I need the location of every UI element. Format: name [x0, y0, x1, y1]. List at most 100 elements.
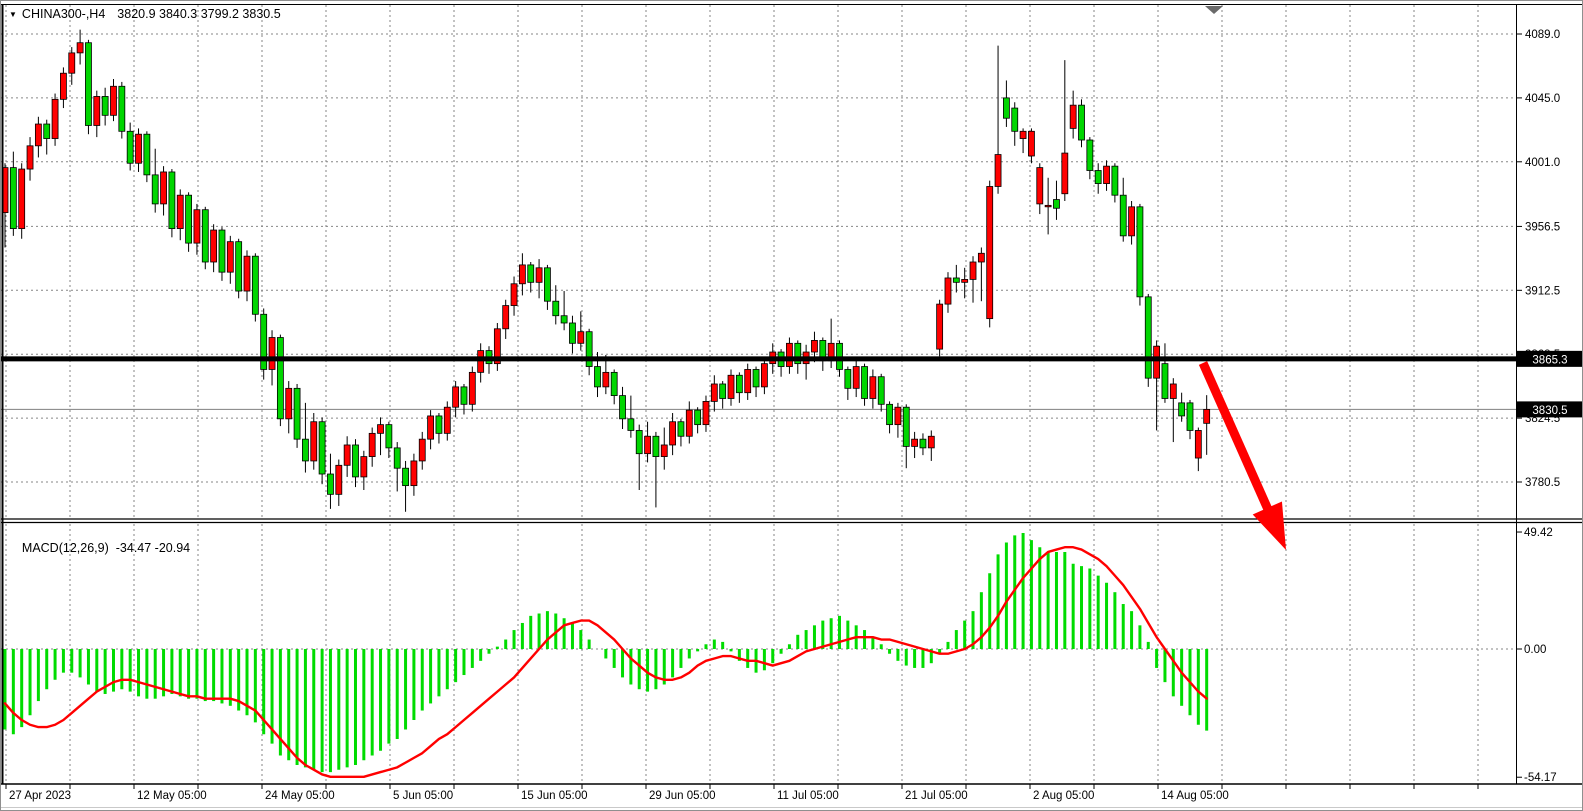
candle-body: [794, 342, 802, 365]
candle-body: [477, 350, 485, 373]
candle-body: [1069, 104, 1077, 129]
candle-body: [1094, 170, 1102, 184]
candle-body: [468, 371, 476, 405]
macd-indicator-values: -34.47 -20.94: [115, 541, 191, 555]
candle-body: [535, 267, 543, 283]
candle-body: [1169, 383, 1177, 399]
candle-body: [151, 174, 159, 205]
candle-body: [544, 267, 551, 302]
candle-body: [994, 154, 1002, 187]
time-axis-label: 14 Aug 05:00: [1161, 790, 1229, 802]
candle-body: [168, 171, 176, 229]
time-axis-label: 11 Jul 05:00: [777, 790, 839, 802]
candle-body: [1144, 296, 1152, 379]
candle-body: [385, 424, 393, 449]
candle-body: [677, 421, 685, 437]
candle-body: [752, 369, 760, 388]
candle-body: [510, 283, 518, 306]
candle-body: [961, 279, 969, 283]
candle-body: [218, 229, 226, 273]
candle-body: [602, 371, 610, 388]
candle-body: [635, 430, 643, 455]
candle-body: [1086, 139, 1094, 171]
candle-body: [1019, 130, 1027, 139]
candle-body: [1161, 363, 1169, 399]
candle-body: [110, 85, 117, 116]
candle-body: [343, 444, 351, 466]
candle-body: [26, 145, 34, 170]
candle-body: [911, 438, 919, 447]
candle-body: [1194, 430, 1202, 459]
time-scale-area[interactable]: [1, 784, 1582, 810]
candle-body: [368, 432, 376, 457]
macd-axis-label: 0.00: [1524, 644, 1546, 656]
candle-body: [1011, 107, 1019, 132]
candle-body: [210, 229, 218, 263]
candle-body: [660, 444, 668, 457]
candle-body: [1119, 194, 1127, 237]
candle-body: [18, 168, 26, 229]
symbol-header: ▼ CHINA300-,H4 3820.9 3840.3 3799.2 3830…: [9, 7, 281, 21]
candle-body: [760, 363, 768, 388]
candle-body: [68, 52, 76, 74]
candle-body: [852, 366, 860, 389]
candle-body: [619, 395, 626, 420]
candle-body: [302, 438, 309, 462]
trend-arrow-head[interactable]: [1252, 501, 1286, 550]
candle-body: [869, 376, 877, 399]
price-scale-area[interactable]: [1516, 5, 1582, 784]
time-axis-label: 21 Jul 05:00: [905, 790, 968, 802]
candle-body: [160, 171, 167, 205]
macd-axis-label: 49.42: [1524, 527, 1553, 539]
candle-body: [1053, 199, 1060, 209]
candle-body: [1061, 152, 1069, 195]
candle-body: [894, 406, 902, 426]
candle-body: [1078, 104, 1085, 141]
macd-chart-area[interactable]: [1, 524, 1516, 784]
candle-body: [560, 315, 568, 324]
candle-body: [844, 369, 852, 389]
candle-body: [527, 264, 535, 283]
candle-body: [1203, 408, 1211, 424]
candle-body: [410, 460, 418, 487]
candle-body: [43, 123, 51, 139]
candle-body: [569, 322, 576, 344]
price-axis-label: 4089.0: [1525, 29, 1560, 41]
candle-body: [126, 130, 134, 164]
candle-body: [877, 376, 885, 405]
symbol-dropdown-icon[interactable]: ▼: [9, 9, 17, 19]
candle-body: [335, 464, 343, 495]
candle-body: [685, 409, 693, 437]
candle-body: [861, 366, 868, 399]
price-tag-current-label: 3830.5: [1532, 405, 1567, 417]
candle-body: [986, 186, 994, 320]
candle-body: [952, 277, 960, 283]
price-axis-label: 3780.5: [1525, 477, 1560, 489]
candle-body: [452, 386, 460, 408]
candle-body: [969, 261, 977, 280]
candle-body: [936, 303, 944, 350]
candle-body: [293, 387, 301, 440]
macd-signal-line: [3, 546, 1208, 779]
candle-body: [51, 98, 59, 139]
scroll-to-end-icon[interactable]: [1205, 6, 1223, 14]
candle-body: [193, 209, 201, 244]
candle-body: [610, 371, 618, 396]
candle-body: [702, 401, 710, 426]
candle-body: [268, 337, 276, 370]
candle-body: [719, 383, 727, 399]
candle-body: [276, 337, 284, 420]
candle-body: [318, 421, 326, 475]
candle-body: [1036, 167, 1044, 205]
candle-body: [977, 252, 985, 263]
resistance-line: [1, 356, 1516, 362]
candle-body: [1103, 165, 1110, 184]
candle-body: [360, 456, 368, 478]
trend-arrow-shaft[interactable]: [1198, 361, 1274, 516]
candle-body: [377, 424, 384, 434]
time-axis-label: 2 Aug 05:00: [1033, 790, 1094, 802]
candle-body: [226, 241, 234, 273]
candle-body: [435, 415, 443, 434]
time-axis-label: 24 May 05:00: [265, 790, 335, 802]
